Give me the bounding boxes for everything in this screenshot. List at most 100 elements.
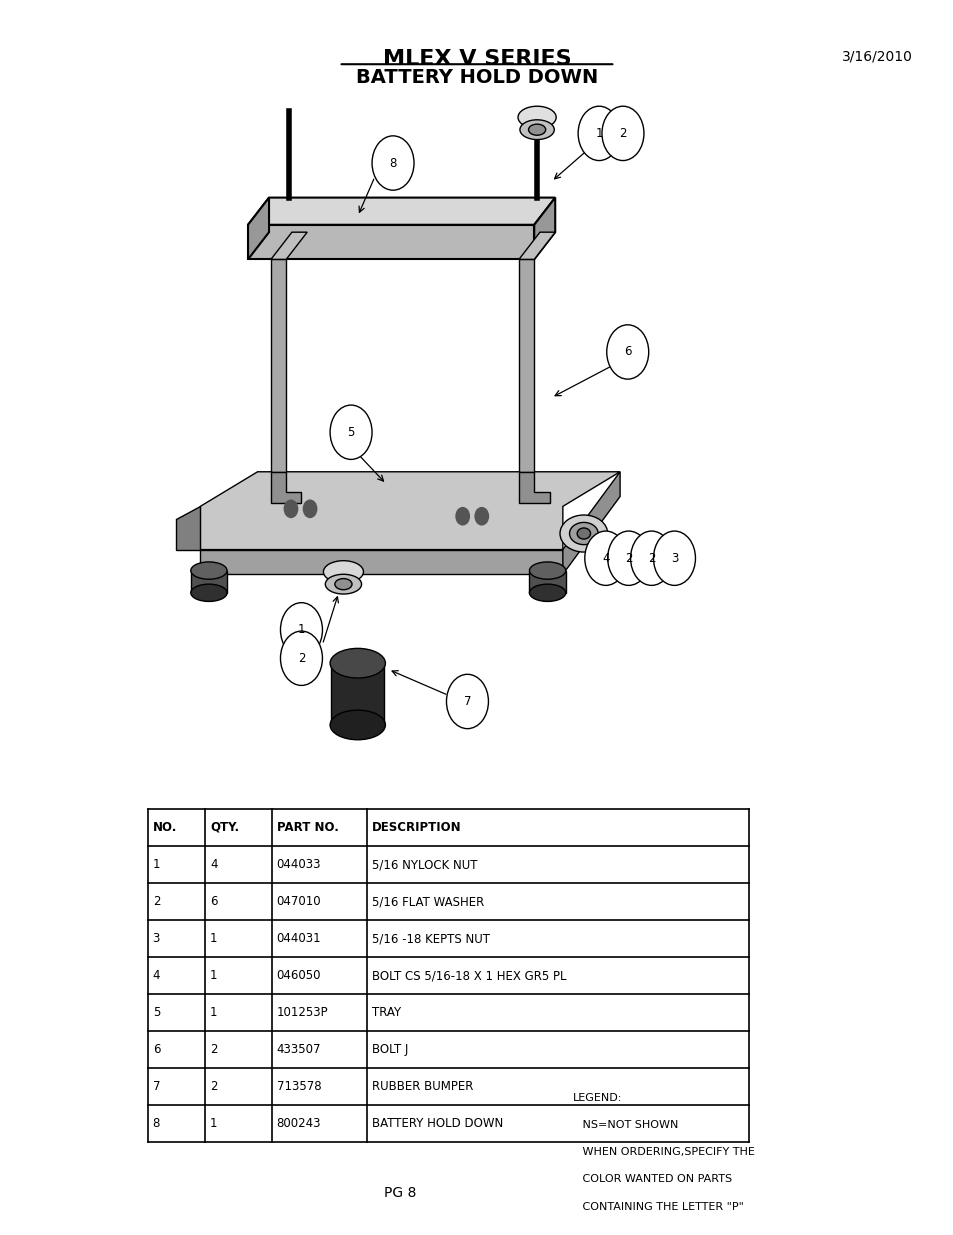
Text: 2: 2: [210, 1081, 217, 1093]
Text: 101253P: 101253P: [276, 1007, 328, 1019]
Text: 713578: 713578: [276, 1081, 321, 1093]
Text: 1: 1: [297, 624, 305, 636]
Text: 5/16 NYLOCK NUT: 5/16 NYLOCK NUT: [372, 858, 477, 871]
Text: 2: 2: [152, 895, 160, 908]
Polygon shape: [271, 472, 301, 503]
Text: 044033: 044033: [276, 858, 321, 871]
Circle shape: [280, 603, 322, 657]
Polygon shape: [200, 472, 619, 550]
Circle shape: [330, 405, 372, 459]
Text: 6: 6: [623, 346, 631, 358]
Polygon shape: [518, 232, 555, 259]
Text: BATTERY HOLD DOWN: BATTERY HOLD DOWN: [372, 1118, 503, 1130]
Text: 8: 8: [389, 157, 396, 169]
Text: COLOR WANTED ON PARTS: COLOR WANTED ON PARTS: [572, 1174, 732, 1184]
Text: NS=NOT SHOWN: NS=NOT SHOWN: [572, 1120, 679, 1130]
Polygon shape: [248, 198, 269, 259]
Ellipse shape: [577, 529, 590, 540]
Ellipse shape: [325, 574, 361, 594]
Bar: [248, 225, 534, 259]
Text: 3: 3: [152, 932, 160, 945]
Bar: [529, 571, 565, 593]
Text: 1: 1: [152, 858, 160, 871]
Bar: [331, 663, 384, 725]
Text: QTY.: QTY.: [210, 821, 239, 834]
Text: 1: 1: [210, 1007, 217, 1019]
Text: 2: 2: [210, 1044, 217, 1056]
Ellipse shape: [191, 562, 227, 579]
Circle shape: [606, 325, 648, 379]
Polygon shape: [518, 472, 549, 503]
Text: 046050: 046050: [276, 969, 321, 982]
Text: 7: 7: [463, 695, 471, 708]
Circle shape: [601, 106, 643, 161]
Text: PG 8: PG 8: [384, 1186, 416, 1199]
Text: 2: 2: [624, 552, 632, 564]
Polygon shape: [271, 232, 307, 259]
Text: 2: 2: [647, 552, 655, 564]
Text: TRAY: TRAY: [372, 1007, 401, 1019]
Ellipse shape: [323, 561, 363, 583]
Circle shape: [446, 674, 488, 729]
Text: 4: 4: [210, 858, 217, 871]
Text: 3: 3: [670, 552, 678, 564]
Polygon shape: [248, 198, 555, 225]
Text: 1: 1: [595, 127, 602, 140]
Text: 3/16/2010: 3/16/2010: [841, 49, 912, 63]
Ellipse shape: [519, 120, 554, 140]
Text: 800243: 800243: [276, 1118, 321, 1130]
Ellipse shape: [330, 648, 385, 678]
Text: 7: 7: [152, 1081, 160, 1093]
Text: BOLT CS 5/16-18 X 1 HEX GR5 PL: BOLT CS 5/16-18 X 1 HEX GR5 PL: [372, 969, 566, 982]
Text: 1: 1: [210, 932, 217, 945]
Ellipse shape: [569, 522, 598, 545]
Bar: [271, 259, 286, 472]
Polygon shape: [200, 550, 562, 574]
Text: 5/16 FLAT WASHER: 5/16 FLAT WASHER: [372, 895, 484, 908]
Text: CONTAINING THE LETTER "P": CONTAINING THE LETTER "P": [572, 1202, 743, 1212]
Text: 4: 4: [152, 969, 160, 982]
Ellipse shape: [529, 562, 565, 579]
Text: 4: 4: [601, 552, 609, 564]
Text: 433507: 433507: [276, 1044, 321, 1056]
Circle shape: [303, 500, 316, 517]
Circle shape: [653, 531, 695, 585]
Text: BATTERY HOLD DOWN: BATTERY HOLD DOWN: [355, 68, 598, 86]
Text: NO.: NO.: [152, 821, 177, 834]
Circle shape: [578, 106, 619, 161]
Text: 5: 5: [347, 426, 355, 438]
Circle shape: [372, 136, 414, 190]
Text: 5: 5: [152, 1007, 160, 1019]
Text: 2: 2: [297, 652, 305, 664]
Ellipse shape: [528, 125, 545, 135]
Text: 5/16 -18 KEPTS NUT: 5/16 -18 KEPTS NUT: [372, 932, 490, 945]
Text: 8: 8: [152, 1118, 160, 1130]
Circle shape: [280, 631, 322, 685]
Text: MLEX V SERIES: MLEX V SERIES: [382, 49, 571, 69]
Bar: [191, 571, 227, 593]
Circle shape: [607, 531, 649, 585]
Polygon shape: [562, 472, 619, 574]
Text: RUBBER BUMPER: RUBBER BUMPER: [372, 1081, 473, 1093]
Text: BOLT J: BOLT J: [372, 1044, 408, 1056]
Ellipse shape: [335, 578, 352, 590]
Polygon shape: [534, 198, 555, 259]
Text: 6: 6: [210, 895, 217, 908]
Text: 1: 1: [210, 1118, 217, 1130]
Text: LEGEND:: LEGEND:: [572, 1093, 621, 1103]
Text: 6: 6: [152, 1044, 160, 1056]
Ellipse shape: [191, 584, 227, 601]
Circle shape: [456, 508, 469, 525]
Text: WHEN ORDERING,SPECIFY THE: WHEN ORDERING,SPECIFY THE: [572, 1147, 755, 1157]
Ellipse shape: [529, 584, 565, 601]
Circle shape: [584, 531, 626, 585]
Bar: [518, 259, 534, 472]
Polygon shape: [176, 506, 200, 550]
Text: 044031: 044031: [276, 932, 321, 945]
Circle shape: [475, 508, 488, 525]
Ellipse shape: [559, 515, 607, 552]
Circle shape: [630, 531, 672, 585]
Text: 047010: 047010: [276, 895, 321, 908]
Text: PART NO.: PART NO.: [276, 821, 338, 834]
Text: 2: 2: [618, 127, 626, 140]
